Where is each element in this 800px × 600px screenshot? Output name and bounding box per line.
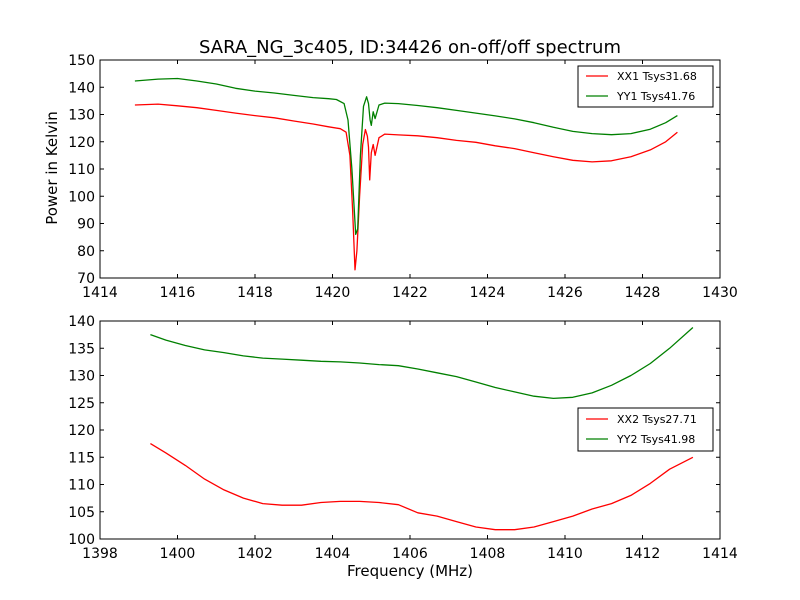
legend-label-yy1: YY1 Tsys41.76: [616, 90, 695, 103]
bottom-chart-series-group: [150, 327, 694, 531]
top-y-tick-label: 80: [77, 244, 95, 260]
legend-label-yy2: YY2 Tsys41.98: [616, 433, 695, 446]
top-x-tick-label: 1426: [547, 285, 583, 301]
top-y-tick-label: 100: [68, 189, 95, 205]
top-x-tick-label: 1420: [315, 285, 351, 301]
top-x-tick-label: 1422: [392, 285, 428, 301]
bottom-chart: 1398 1400 1402 1404 1406 1408 1410 1412 1414 100 1…: [68, 314, 738, 580]
bottom-x-tick-label: 1398: [82, 546, 118, 562]
bottom-y-tick-label: 135: [68, 341, 95, 357]
top-chart-legend: XX1 Tsys31.68 YY1 Tsys41.76: [577, 65, 714, 108]
top-y-tick-label: 90: [77, 217, 95, 233]
bottom-x-tick-label: 1402: [237, 546, 273, 562]
top-x-tick-label: 1430: [702, 285, 738, 301]
top-series-line-0: [134, 103, 678, 271]
legend-label-xx1: XX1 Tsys31.68: [617, 70, 697, 83]
top-x-tick-label: 1428: [625, 285, 661, 301]
top-y-tick-label: 130: [68, 108, 95, 124]
top-y-tick-label: 110: [68, 162, 95, 178]
bottom-y-tick-label: 105: [68, 505, 95, 521]
top-x-tick-label: 1416: [160, 285, 196, 301]
top-series-line-1: [134, 77, 678, 236]
top-y-tick-label: 150: [68, 53, 95, 69]
bottom-series-line-0: [150, 443, 694, 531]
bottom-chart-legend-box: [577, 407, 714, 452]
top-y-tick-label: 70: [77, 271, 95, 287]
bottom-series-line-1: [150, 327, 694, 400]
bottom-y-tick-label: 140: [68, 314, 95, 330]
bottom-y-tick-label: 130: [68, 369, 95, 385]
bottom-y-tick-label: 125: [68, 396, 95, 412]
bottom-x-tick-label: 1414: [702, 546, 738, 562]
legend-label-xx2: XX2 Tsys27.71: [617, 413, 697, 426]
top-chart-ticks: 1414 1416 1418 1420 1422 1424 1426 1428 1430 70 80…: [68, 53, 738, 301]
bottom-chart-ticks: 1398 1400 1402 1404 1406 1408 1410 1412 1414 100 1…: [68, 314, 738, 562]
bottom-x-tick-label: 1400: [160, 546, 196, 562]
top-chart-series-group: [134, 77, 678, 271]
bottom-x-tick-label: 1408: [470, 546, 506, 562]
top-chart-title: SARA_NG_3c405, ID:34426 on-off/off spect…: [199, 37, 621, 58]
top-chart-y-axis-label: Power in Kelvin: [43, 111, 61, 225]
top-chart-legend-box: [577, 65, 714, 108]
top-x-tick-label: 1424: [470, 285, 506, 301]
bottom-y-tick-label: 120: [68, 423, 95, 439]
bottom-y-tick-label: 115: [68, 450, 95, 466]
bottom-x-tick-label: 1410: [547, 546, 583, 562]
bottom-y-tick-label: 110: [68, 478, 95, 494]
top-y-tick-label: 140: [68, 80, 95, 96]
bottom-chart-legend: XX2 Tsys27.71 YY2 Tsys41.98: [577, 407, 714, 452]
bottom-x-tick-label: 1406: [392, 546, 428, 562]
bottom-x-tick-label: 1404: [315, 546, 351, 562]
bottom-chart-x-axis-label: Frequency (MHz): [347, 562, 473, 580]
bottom-x-tick-label: 1412: [625, 546, 661, 562]
top-x-tick-label: 1414: [82, 285, 118, 301]
top-x-tick-label: 1418: [237, 285, 273, 301]
top-chart: SARA_NG_3c405, ID:34426 on-off/off spect…: [43, 37, 738, 301]
top-y-tick-label: 120: [68, 135, 95, 151]
bottom-y-tick-label: 100: [68, 532, 95, 548]
